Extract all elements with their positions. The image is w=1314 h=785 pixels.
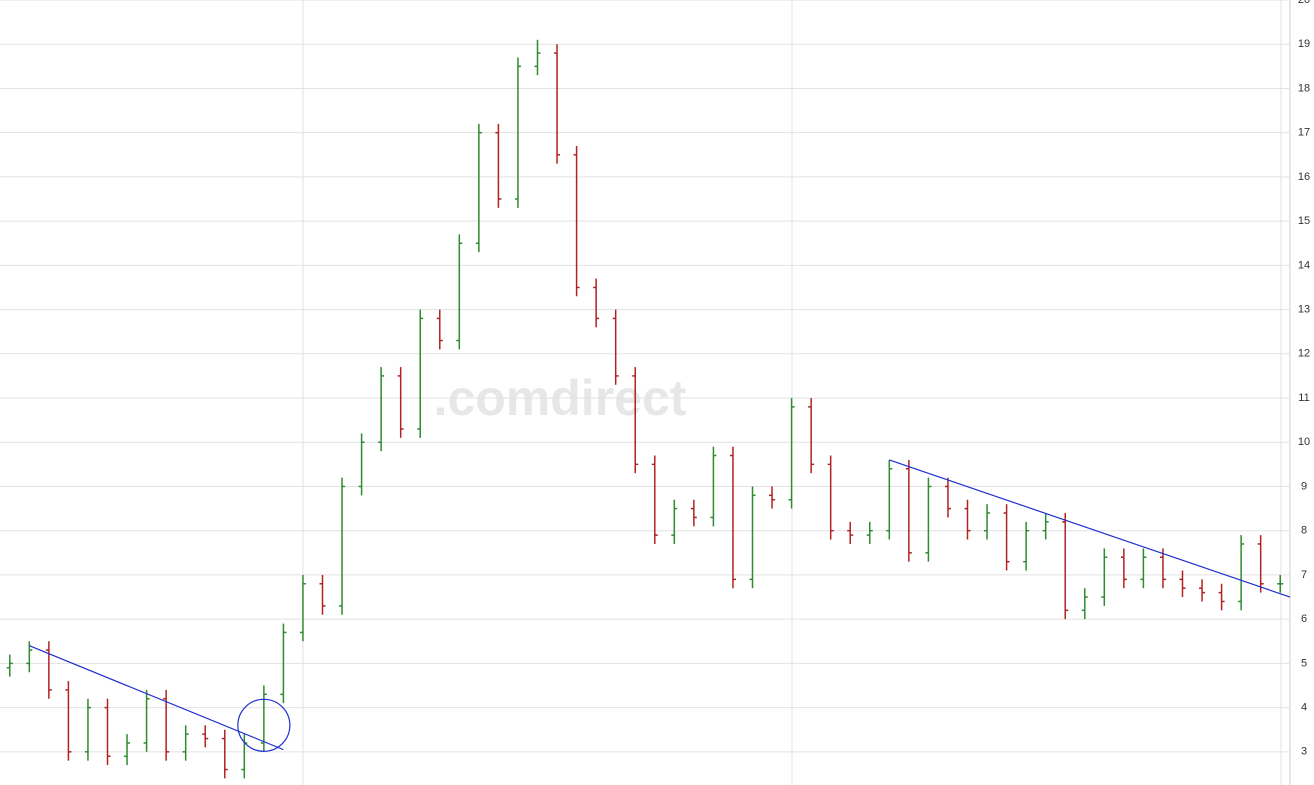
y-tick-label: 19 bbox=[1298, 38, 1310, 50]
y-tick-label: 7 bbox=[1301, 569, 1307, 581]
y-tick-label: 4 bbox=[1301, 702, 1307, 714]
y-tick-label: 20 bbox=[1298, 0, 1310, 6]
y-tick-label: 9 bbox=[1301, 480, 1307, 492]
y-tick-label: 16 bbox=[1298, 171, 1310, 183]
y-tick-label: 17 bbox=[1298, 127, 1310, 139]
y-tick-label: 13 bbox=[1298, 303, 1310, 315]
y-tick-label: 12 bbox=[1298, 348, 1310, 360]
trendline bbox=[29, 645, 284, 751]
y-tick-label: 11 bbox=[1298, 392, 1309, 404]
y-tick-label: 5 bbox=[1301, 657, 1307, 669]
y-tick-label: 3 bbox=[1301, 746, 1307, 758]
y-tick-label: 6 bbox=[1301, 613, 1307, 625]
y-tick-label: 10 bbox=[1298, 436, 1310, 448]
y-tick-label: 8 bbox=[1301, 525, 1307, 537]
highlight-circle bbox=[237, 698, 291, 752]
y-tick-label: 18 bbox=[1298, 82, 1310, 94]
trendline bbox=[889, 459, 1291, 598]
y-tick-label: 14 bbox=[1298, 259, 1310, 271]
y-tick-label: 15 bbox=[1298, 215, 1310, 227]
